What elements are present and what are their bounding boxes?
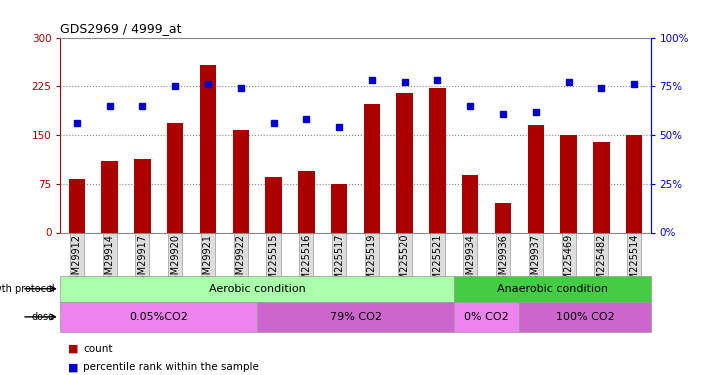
Text: count: count <box>83 344 112 354</box>
Bar <box>167 123 183 232</box>
Text: 0.05%CO2: 0.05%CO2 <box>129 312 188 322</box>
Bar <box>200 65 216 232</box>
Bar <box>429 88 446 232</box>
Text: ■: ■ <box>68 344 78 354</box>
Bar <box>626 135 642 232</box>
Bar <box>232 130 249 232</box>
Text: percentile rank within the sample: percentile rank within the sample <box>83 363 259 372</box>
Bar <box>331 184 347 232</box>
Bar <box>462 175 479 232</box>
Bar <box>454 302 520 332</box>
Bar <box>102 161 118 232</box>
Text: growth protocol: growth protocol <box>0 284 55 294</box>
Text: 79% CO2: 79% CO2 <box>329 312 382 322</box>
Bar <box>298 171 314 232</box>
Text: ■: ■ <box>68 363 78 372</box>
Bar <box>60 302 257 332</box>
Text: 100% CO2: 100% CO2 <box>555 312 614 322</box>
Bar <box>528 125 544 232</box>
Bar <box>134 159 151 232</box>
Bar <box>495 203 511 232</box>
Text: 0% CO2: 0% CO2 <box>464 312 509 322</box>
Bar <box>265 177 282 232</box>
Bar <box>257 302 454 332</box>
Bar <box>593 141 609 232</box>
Text: GDS2969 / 4999_at: GDS2969 / 4999_at <box>60 22 182 35</box>
Bar <box>520 302 651 332</box>
Bar <box>560 135 577 232</box>
Bar <box>454 276 651 302</box>
Bar <box>364 104 380 232</box>
Bar <box>397 93 413 232</box>
Bar <box>69 178 85 232</box>
Text: Anaerobic condition: Anaerobic condition <box>497 284 608 294</box>
Bar <box>60 276 454 302</box>
Text: dose: dose <box>31 312 55 322</box>
Text: Aerobic condition: Aerobic condition <box>209 284 306 294</box>
